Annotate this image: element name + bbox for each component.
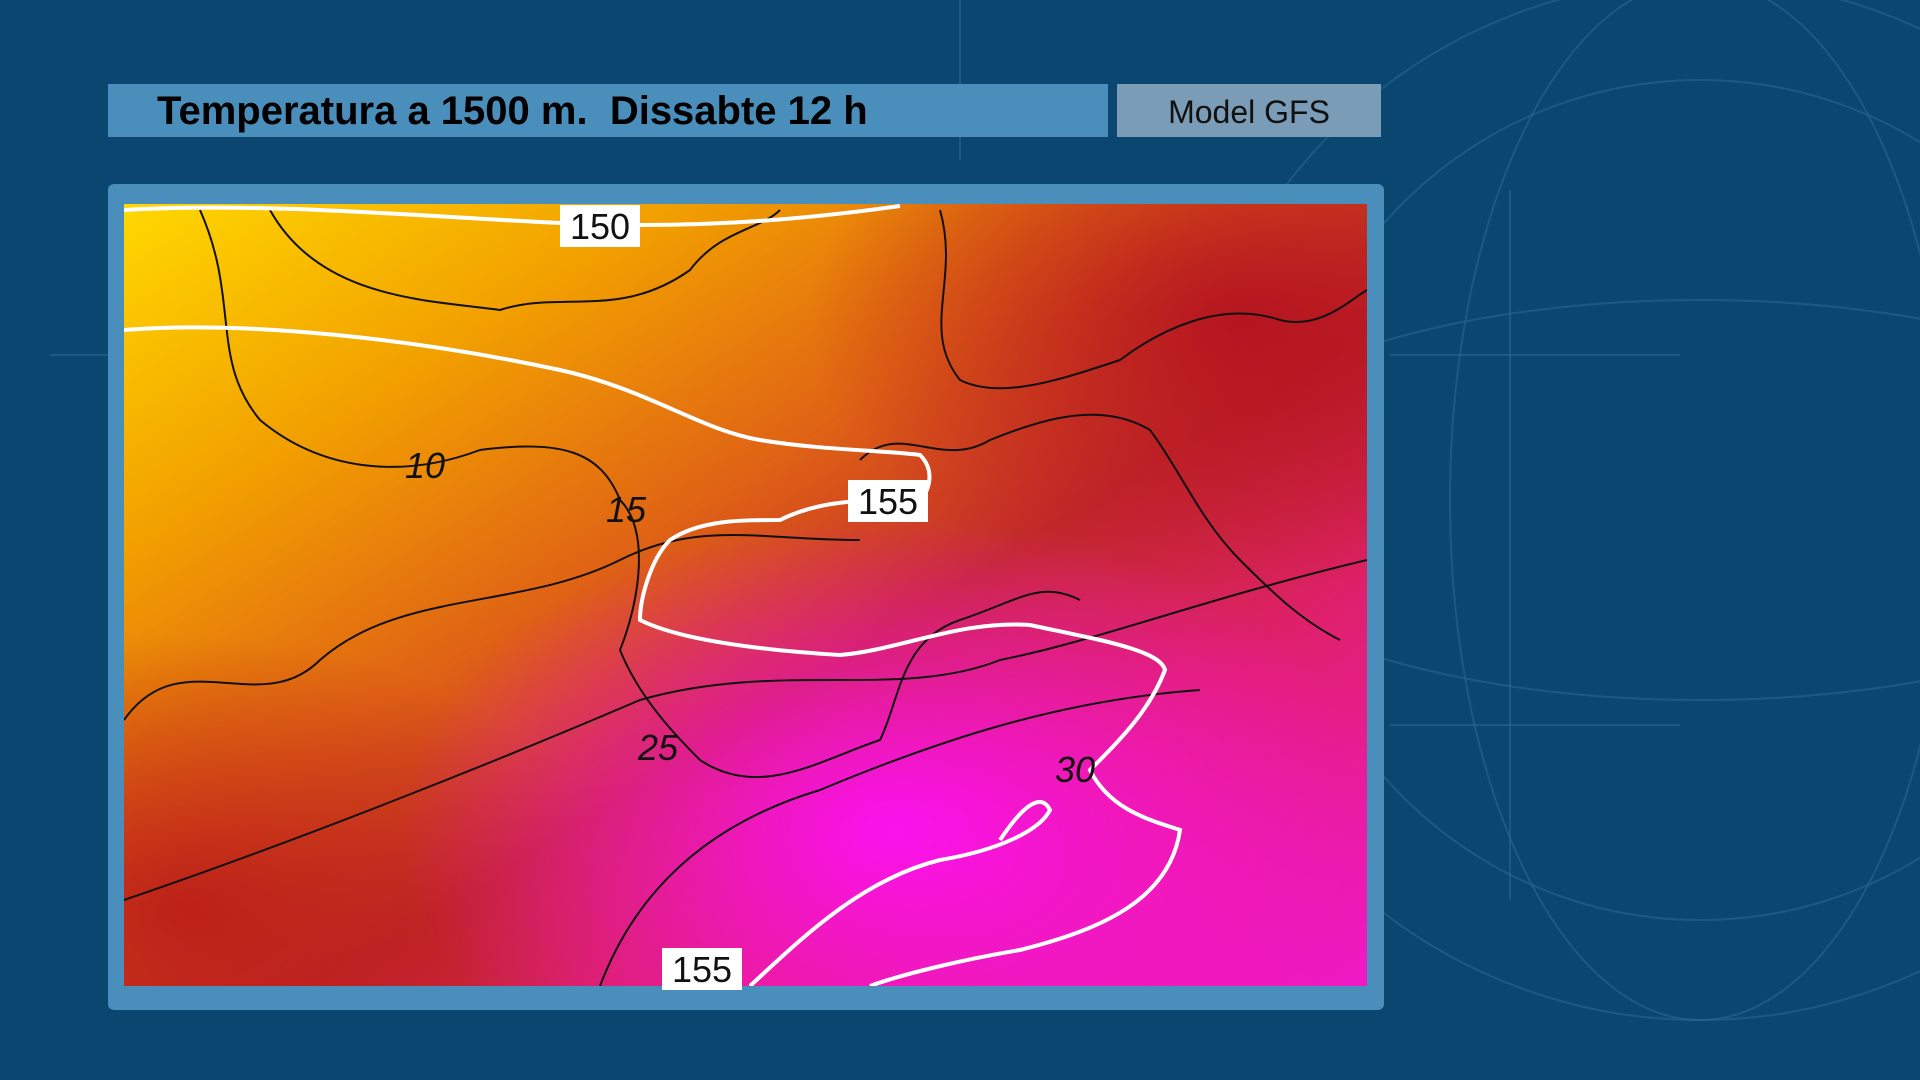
map-title: Temperatura a 1500 m. Dissabte 12 h (157, 89, 868, 133)
label-box (560, 205, 640, 247)
contour-label: 15 (606, 489, 647, 530)
isoline (124, 325, 1183, 986)
isotherm (599, 689, 1201, 986)
temperature-field (124, 204, 1367, 986)
temperature-map (124, 204, 1367, 986)
coastline (618, 499, 1081, 779)
contour-label: 30 (1055, 749, 1095, 790)
isotherm (124, 559, 1367, 901)
coastline (859, 413, 1341, 641)
label-box (662, 948, 742, 990)
title-bar (108, 84, 1108, 137)
isotherm (199, 209, 621, 501)
contour-label: 155 (858, 481, 918, 522)
label-box (848, 480, 928, 522)
contour-label: 150 (570, 206, 630, 247)
model-label: Model GFS (1168, 94, 1330, 130)
contour-label: 155 (672, 949, 732, 990)
isoline (748, 800, 1053, 986)
coastline (939, 209, 1367, 390)
contour-labels: 150 10 155 15 25 30 155 (405, 205, 1095, 990)
contour-label: 10 (405, 445, 445, 486)
model-box (1117, 84, 1381, 137)
isotherm (269, 209, 781, 312)
contour-label: 25 (637, 727, 679, 768)
isotherm (124, 534, 861, 721)
